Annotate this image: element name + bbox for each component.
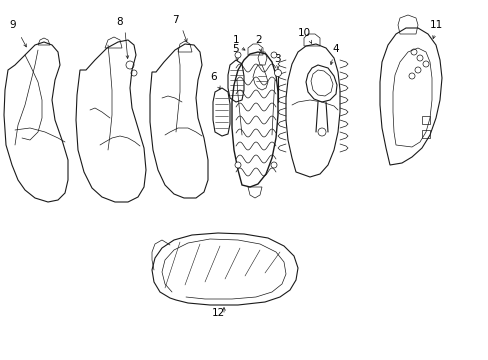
Text: 12: 12 (211, 308, 224, 318)
Circle shape (274, 69, 281, 77)
Text: 4: 4 (331, 44, 338, 54)
Text: 10: 10 (297, 28, 310, 38)
Text: 9: 9 (9, 20, 16, 30)
Text: 11: 11 (429, 20, 442, 30)
Text: 2: 2 (254, 35, 261, 45)
Text: 6: 6 (209, 72, 216, 82)
Circle shape (270, 162, 276, 168)
Circle shape (235, 162, 241, 168)
Text: 5: 5 (231, 44, 238, 54)
Circle shape (317, 128, 325, 136)
Text: 3: 3 (273, 54, 280, 64)
Text: 8: 8 (116, 17, 122, 27)
Text: 7: 7 (172, 15, 178, 25)
Circle shape (270, 52, 276, 58)
Circle shape (235, 52, 241, 58)
Text: 1: 1 (232, 35, 239, 45)
